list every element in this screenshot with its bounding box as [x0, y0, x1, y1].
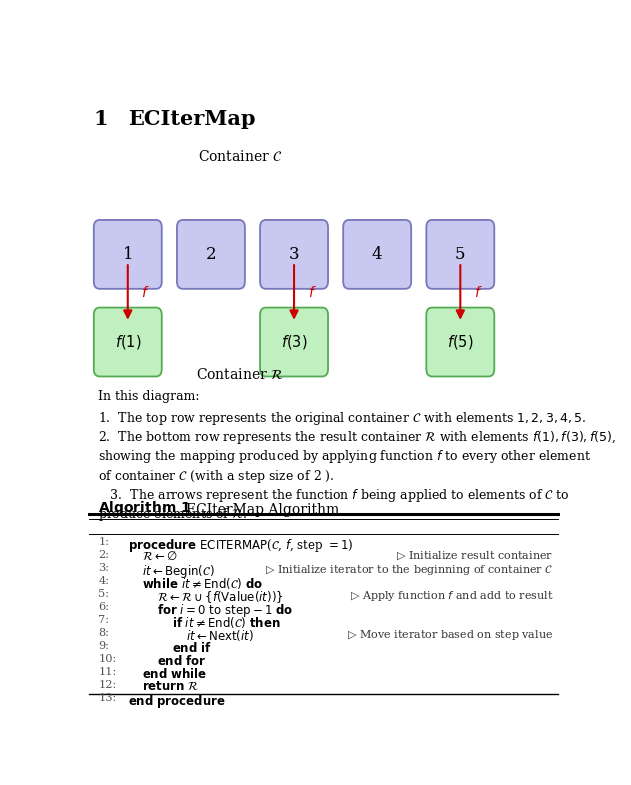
- Text: $\triangleright$ Initialize iterator to the beginning of container $\mathcal{C}$: $\triangleright$ Initialize iterator to …: [265, 563, 553, 577]
- FancyBboxPatch shape: [177, 220, 245, 289]
- FancyBboxPatch shape: [427, 308, 494, 377]
- Text: 5:: 5:: [98, 589, 109, 599]
- Text: 1: 1: [122, 246, 133, 263]
- Text: 5: 5: [455, 246, 466, 263]
- Text: Container $\mathcal{C}$: Container $\mathcal{C}$: [198, 148, 283, 163]
- Text: $\mathbf{return}\ \mathcal{R}$: $\mathbf{return}\ \mathcal{R}$: [143, 680, 200, 692]
- FancyBboxPatch shape: [343, 220, 411, 289]
- Text: 4: 4: [372, 246, 382, 263]
- Text: of container $\mathcal{C}$ (with a step size of 2 ).: of container $\mathcal{C}$ (with a step …: [98, 468, 335, 485]
- FancyBboxPatch shape: [260, 220, 328, 289]
- Text: $\triangleright$ Move iterator based on step value: $\triangleright$ Move iterator based on …: [347, 628, 553, 641]
- Text: 3:: 3:: [98, 563, 109, 572]
- Text: $\triangleright$ Initialize result container: $\triangleright$ Initialize result conta…: [396, 550, 553, 562]
- Text: ECIterMap Algorithm: ECIterMap Algorithm: [187, 502, 339, 517]
- Text: $f(1)$: $f(1)$: [114, 333, 141, 351]
- Text: $\mathcal{R} \leftarrow \emptyset$: $\mathcal{R} \leftarrow \emptyset$: [143, 550, 179, 563]
- Text: $\mathbf{Algorithm\ 1}$: $\mathbf{Algorithm\ 1}$: [98, 498, 191, 517]
- FancyBboxPatch shape: [94, 220, 162, 289]
- Text: 1: 1: [93, 109, 108, 130]
- Text: 8:: 8:: [98, 628, 109, 637]
- Text: $\mathbf{end\ procedure}$: $\mathbf{end\ procedure}$: [127, 692, 225, 710]
- FancyBboxPatch shape: [94, 308, 162, 377]
- Text: 3: 3: [289, 246, 299, 263]
- Text: 2: 2: [206, 246, 216, 263]
- Text: $\mathbf{end\ if}$: $\mathbf{end\ if}$: [172, 641, 211, 655]
- Text: 2.  The bottom row represents the result container $\mathcal{R}$ with elements $: 2. The bottom row represents the result …: [98, 429, 616, 446]
- Text: 13:: 13:: [98, 692, 117, 703]
- Text: $\mathbf{while}\ it \neq \mathrm{End}(\mathcal{C})\ \mathbf{do}$: $\mathbf{while}\ it \neq \mathrm{End}(\m…: [143, 575, 264, 590]
- Text: $f$: $f$: [141, 285, 150, 300]
- Text: $it \leftarrow \mathrm{Begin}(\mathcal{C})$: $it \leftarrow \mathrm{Begin}(\mathcal{C…: [143, 563, 215, 579]
- FancyBboxPatch shape: [260, 308, 328, 377]
- Text: 11:: 11:: [98, 666, 117, 677]
- Text: Container $\mathcal{R}$: Container $\mathcal{R}$: [196, 367, 284, 382]
- FancyBboxPatch shape: [427, 220, 494, 289]
- Text: $\mathbf{end\ for}$: $\mathbf{end\ for}$: [157, 654, 206, 667]
- Text: $f(5)$: $f(5)$: [447, 333, 474, 351]
- Text: 1.  The top row represents the original container $\mathcal{C}$ with elements $1: 1. The top row represents the original c…: [98, 410, 587, 427]
- Text: $\mathbf{for}\ i = 0\ \mathrm{to\ step} - 1\ \mathbf{do}$: $\mathbf{for}\ i = 0\ \mathrm{to\ step} …: [157, 601, 293, 619]
- Text: showing the mapping produced by applying function $f$ to every other element: showing the mapping produced by applying…: [98, 448, 591, 466]
- Text: 3.  The arrows represent the function $f$ being applied to elements of $\mathcal: 3. The arrows represent the function $f$…: [98, 487, 570, 504]
- Text: $\mathbf{if}\ it \neq \mathrm{End}(\mathcal{C})\ \mathbf{then}$: $\mathbf{if}\ it \neq \mathrm{End}(\math…: [172, 615, 281, 630]
- Text: 6:: 6:: [98, 601, 109, 612]
- Text: 4:: 4:: [98, 575, 109, 586]
- Text: $f$: $f$: [474, 285, 483, 300]
- Text: In this diagram:: In this diagram:: [98, 390, 200, 403]
- Text: $\triangleright$ Apply function $f$ and add to result: $\triangleright$ Apply function $f$ and …: [350, 589, 553, 603]
- Text: 7:: 7:: [98, 615, 109, 625]
- Text: ECIterMap: ECIterMap: [127, 109, 256, 130]
- Text: $f$: $f$: [308, 285, 316, 300]
- Text: $\mathbf{procedure}$ $\mathrm{ECITERMAP}$($\mathcal{C}$, $f$, step $= 1$): $\mathbf{procedure}$ $\mathrm{ECITERMAP}…: [127, 537, 353, 553]
- Text: 9:: 9:: [98, 641, 109, 651]
- Text: produce elements of $\mathcal{R}$.: produce elements of $\mathcal{R}$.: [98, 506, 247, 524]
- Text: $\mathcal{R} \leftarrow \mathcal{R} \cup \{f(\mathrm{Value}(it))\}$: $\mathcal{R} \leftarrow \mathcal{R} \cup…: [157, 589, 284, 604]
- Text: $\mathbf{end\ while}$: $\mathbf{end\ while}$: [143, 666, 208, 681]
- Text: 12:: 12:: [98, 680, 117, 689]
- Text: $f(3)$: $f(3)$: [281, 333, 307, 351]
- Text: 10:: 10:: [98, 654, 117, 663]
- Text: 1:: 1:: [98, 537, 109, 546]
- Text: 2:: 2:: [98, 550, 109, 560]
- Text: $it \leftarrow \mathrm{Next}(it)$: $it \leftarrow \mathrm{Next}(it)$: [187, 628, 254, 643]
